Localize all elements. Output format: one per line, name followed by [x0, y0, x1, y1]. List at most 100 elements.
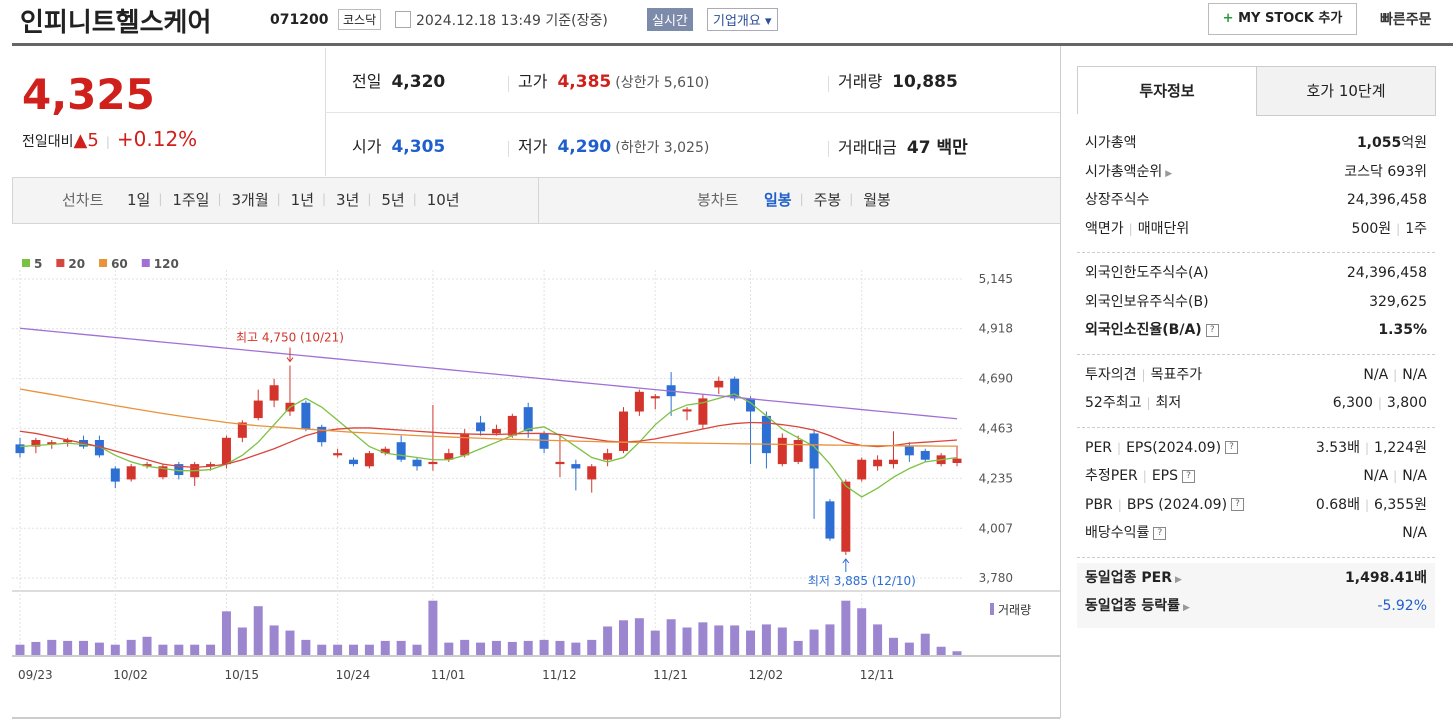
- info-row: 추정PER | EPS? N/A | N/A: [1085, 465, 1427, 487]
- period-tab[interactable]: 10년: [426, 191, 460, 209]
- period-tab[interactable]: 3개월: [231, 191, 269, 209]
- separator: |: [1142, 469, 1147, 483]
- candle-body: [47, 442, 57, 445]
- info-row: PBR | BPS (2024.09)? 0.68배 | 6,355원: [1085, 494, 1427, 516]
- realtime-badge[interactable]: 실시간: [647, 8, 693, 31]
- candle-body: [158, 466, 168, 478]
- candle-body: [94, 440, 104, 456]
- change: ▲5: [73, 130, 99, 151]
- volume-bar: [888, 637, 898, 655]
- info-row: 외국인보유주식수(B) 329,625: [1085, 291, 1427, 313]
- candle-body: [110, 468, 120, 482]
- separator: |: [276, 192, 281, 206]
- volume-bar: [523, 640, 533, 655]
- help-icon[interactable]: ?: [1231, 498, 1245, 511]
- info-value: 6,300 | 3,800: [1333, 392, 1427, 414]
- help-icon[interactable]: ?: [1153, 526, 1167, 540]
- period-tab[interactable]: 1주일: [172, 191, 210, 209]
- stock-name: 인피니트헬스케어: [20, 8, 212, 38]
- info-value: 코스닥 693위: [1344, 161, 1427, 183]
- candle-body: [364, 453, 374, 467]
- candle-body: [809, 433, 819, 469]
- candle-body: [952, 458, 962, 463]
- separator: |: [217, 192, 222, 206]
- annotation-arrow: [842, 558, 850, 564]
- candle-body: [126, 466, 136, 480]
- my-stock-button[interactable]: + MY STOCK 추가: [1208, 3, 1357, 35]
- candle-body: [428, 461, 438, 465]
- annotation: 최고 4,750 (10/21): [236, 331, 344, 345]
- quick-order[interactable]: 빠른주문: [1380, 12, 1432, 28]
- separator: |: [1117, 440, 1122, 455]
- help-icon[interactable]: ?: [1205, 323, 1219, 337]
- separator: |: [367, 192, 372, 206]
- candle-body: [63, 440, 73, 443]
- company-info-label: 기업개요: [713, 14, 761, 29]
- candle-body: [920, 450, 930, 460]
- volume-bar: [47, 639, 57, 655]
- volume-bar: [491, 640, 501, 655]
- divider: [12, 717, 1060, 719]
- volume-bar: [920, 633, 930, 655]
- help-icon[interactable]: ?: [1225, 441, 1239, 454]
- volume-bar: [142, 636, 152, 655]
- candle-tab[interactable]: 일봉: [764, 191, 792, 209]
- change-pct: +0.12%: [116, 127, 198, 151]
- change-row: 전일대비▲5 | +0.12%: [22, 127, 198, 151]
- group-divider: [1077, 252, 1435, 253]
- info-label: BPS (2024.09): [1126, 496, 1228, 513]
- info-label: 상장주식수: [1085, 192, 1150, 208]
- volume-bar: [666, 619, 676, 655]
- period-tab[interactable]: 1년: [290, 191, 314, 209]
- candle-body: [603, 453, 613, 460]
- quote-label: 전일: [352, 72, 382, 91]
- quote-item: 전일 4,320: [352, 68, 445, 92]
- volume-bar: [237, 627, 247, 655]
- period-tab[interactable]: 1일: [127, 191, 151, 209]
- y-tick-label: 4,235: [979, 471, 1013, 485]
- info-row: 외국인한도주식수(A) 24,396,458: [1085, 262, 1427, 284]
- info-label: 매매단위: [1137, 220, 1190, 237]
- candle-body: [650, 396, 660, 399]
- legend-label: 5: [34, 257, 42, 271]
- change-value: 5: [87, 130, 99, 151]
- legend-label: 20: [68, 257, 85, 271]
- annotation: 최저 3,885 (12/10): [808, 574, 916, 588]
- volume-bar: [364, 644, 374, 655]
- value-text: 1,224원: [1374, 439, 1427, 456]
- moving-average: [19, 393, 958, 498]
- candle-body: [539, 433, 549, 449]
- company-info[interactable]: 기업개요 ▾: [707, 8, 778, 31]
- quote-item: 거래량 10,885: [838, 68, 958, 92]
- legend-swatch: [990, 603, 994, 615]
- period-tab[interactable]: 5년: [381, 191, 405, 209]
- x-tick-label: 11/12: [542, 668, 577, 682]
- quote-label: 고가: [518, 72, 548, 91]
- info-row: 동일업종 PER ▶ 1,498.41배: [1085, 567, 1427, 589]
- change-label: 전일대비: [22, 134, 74, 150]
- my-stock-label: MY STOCK 추가: [1238, 11, 1343, 26]
- help-icon[interactable]: ?: [1182, 469, 1196, 483]
- info-tab[interactable]: 호가 10단계: [1256, 66, 1436, 116]
- period-tab[interactable]: 3년: [336, 191, 360, 209]
- separator: |: [1364, 497, 1370, 512]
- candle-tab[interactable]: 월봉: [863, 191, 891, 209]
- info-label: 52주최고: [1085, 395, 1142, 411]
- info-label: 추정PER: [1085, 468, 1138, 484]
- separator: |: [1377, 396, 1382, 410]
- price: 4,325: [22, 70, 155, 119]
- volume-bar: [317, 644, 327, 655]
- volume-bar: [206, 644, 216, 655]
- candle-body: [491, 429, 501, 434]
- candle-body: [507, 415, 517, 436]
- info-label: 최저: [1155, 395, 1182, 411]
- info-tab-active[interactable]: 투자정보: [1077, 66, 1257, 115]
- x-tick-label: 11/21: [653, 668, 688, 682]
- info-row: 52주최고 | 최저 6,300 | 3,800: [1085, 392, 1427, 414]
- candle-tab[interactable]: 주봉: [813, 191, 842, 209]
- x-tick-label: 12/11: [860, 668, 895, 682]
- info-row: PER | EPS(2024.09)? 3.53배 | 1,224원: [1085, 437, 1427, 459]
- quote-label: 거래대금: [838, 138, 897, 157]
- divider: [828, 141, 829, 157]
